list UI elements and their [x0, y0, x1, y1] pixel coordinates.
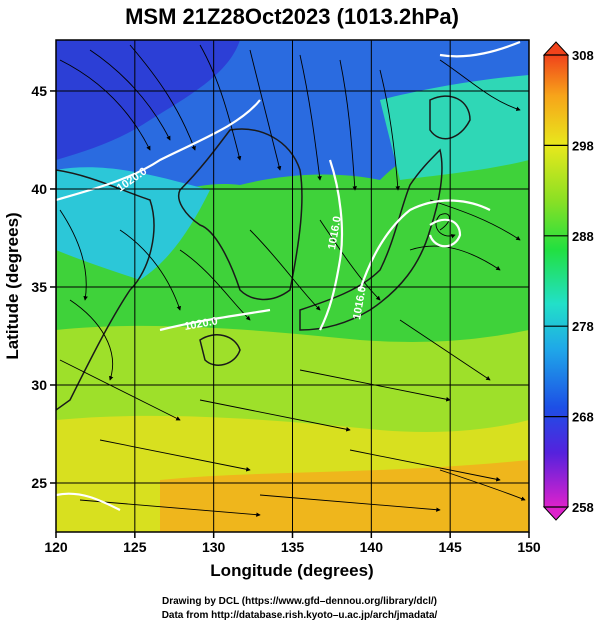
colorbar-tick-label: 268: [572, 410, 594, 425]
colorbar: 258 268 278 288 298 308: [542, 41, 594, 521]
x-tick-label: 140: [360, 539, 384, 555]
y-tick-label: 40: [31, 181, 47, 197]
x-tick-label: 130: [202, 539, 226, 555]
y-axis-label: Latitude (degrees): [3, 212, 22, 359]
contour-label: 1016.0: [351, 285, 369, 320]
china-coastline: [56, 169, 155, 411]
colorbar-tick-label: 288: [572, 229, 594, 244]
honshu-coastline: [299, 148, 443, 331]
contour-label: 1016.0: [326, 215, 344, 250]
colorbar-tick-label: 308: [572, 48, 594, 63]
coldest-region: [56, 40, 240, 160]
wind-streamlines: [59, 44, 526, 517]
x-axis-label: Longitude (degrees): [210, 561, 373, 580]
hokkaido-coastline: [429, 95, 471, 140]
colorbar-tick-label: 298: [572, 138, 594, 153]
x-tick-label: 125: [123, 539, 147, 555]
map-plot-area: 1020.0 1016.0 1020.0 1016.0: [56, 40, 529, 532]
credit-data: Data from http://database.rish.kyoto–u.a…: [161, 610, 438, 621]
kyushu-coastline: [199, 334, 241, 366]
y-tick-label: 35: [31, 279, 47, 295]
x-tick-label: 150: [517, 539, 541, 555]
isobar-contours: [56, 40, 521, 511]
x-axis: 120 125 130 135 140 145 150: [44, 532, 541, 555]
colorbar-tick-label: 258: [572, 500, 594, 515]
y-axis: 25 30 35 40 45: [31, 83, 56, 491]
chart-title: MSM 21Z28Oct2023 (1013.2hPa): [125, 4, 459, 29]
y-tick-label: 25: [31, 475, 47, 491]
colorbar-tick-label: 278: [572, 319, 594, 334]
credit-drawing: Drawing by DCL (https://www.gfd–dennou.o…: [161, 596, 437, 607]
grid-lines: [56, 40, 529, 532]
colorbar-gradient: [543, 54, 569, 508]
x-tick-label: 120: [44, 539, 68, 555]
colorbar-max-arrow: [542, 41, 570, 56]
cool-sea-region: [380, 75, 529, 180]
y-tick-label: 30: [31, 377, 47, 393]
colorbar-min-arrow: [542, 506, 570, 521]
x-tick-label: 145: [438, 539, 462, 555]
cool-region: [56, 167, 210, 280]
contour-label: 1020.0: [183, 315, 218, 333]
x-tick-label: 135: [281, 539, 305, 555]
y-tick-label: 45: [31, 83, 47, 99]
korea-coastline: [178, 128, 303, 301]
